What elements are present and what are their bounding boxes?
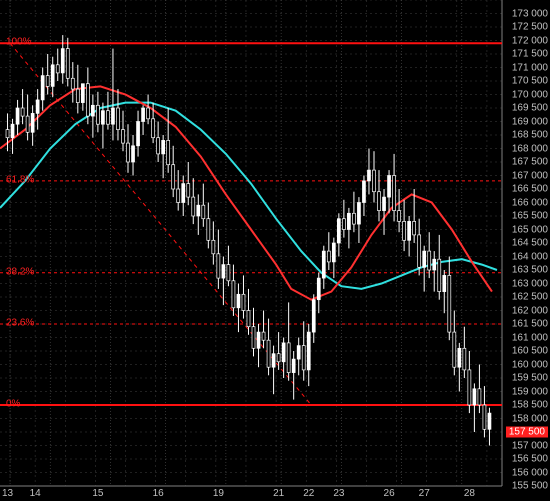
last-price-tag: 157 500 bbox=[506, 427, 548, 438]
y-axis-tick-label: 168 500 bbox=[512, 130, 548, 141]
x-axis-tick-label: 13 bbox=[2, 488, 13, 499]
y-axis-tick-label: 168 000 bbox=[512, 143, 548, 154]
y-axis-tick-label: 163 000 bbox=[512, 278, 548, 289]
fib-level-label: 61.8% bbox=[6, 174, 34, 185]
y-axis-tick-label: 167 500 bbox=[512, 157, 548, 168]
y-axis-tick-label: 156 000 bbox=[512, 467, 548, 478]
y-axis-tick-label: 158 000 bbox=[512, 413, 548, 424]
x-axis-tick-label: 21 bbox=[273, 488, 284, 499]
y-axis-tick-label: 162 000 bbox=[512, 305, 548, 316]
x-axis-tick-label: 22 bbox=[303, 488, 314, 499]
y-axis-tick-label: 165 500 bbox=[512, 211, 548, 222]
chart-canvas bbox=[0, 0, 550, 501]
fib-level-label: 23.6% bbox=[6, 318, 34, 329]
y-axis-tick-label: 157 000 bbox=[512, 440, 548, 451]
x-axis-tick-label: 16 bbox=[153, 488, 164, 499]
y-axis-tick-label: 161 500 bbox=[512, 319, 548, 330]
y-axis-tick-label: 172 500 bbox=[512, 22, 548, 33]
y-axis-tick-label: 173 000 bbox=[512, 8, 548, 19]
y-axis-tick-label: 156 500 bbox=[512, 454, 548, 465]
y-axis-tick-label: 161 000 bbox=[512, 332, 548, 343]
y-axis-tick-label: 160 000 bbox=[512, 359, 548, 370]
x-axis-tick-label: 23 bbox=[333, 488, 344, 499]
x-axis-tick-label: 15 bbox=[92, 488, 103, 499]
y-axis-tick-label: 160 500 bbox=[512, 346, 548, 357]
fib-level-label: 0% bbox=[6, 399, 20, 410]
y-axis-tick-label: 166 500 bbox=[512, 184, 548, 195]
y-axis-tick-label: 155 500 bbox=[512, 481, 548, 492]
y-axis-tick-label: 169 500 bbox=[512, 103, 548, 114]
y-axis-tick-label: 172 000 bbox=[512, 35, 548, 46]
y-axis-tick-label: 162 500 bbox=[512, 292, 548, 303]
y-axis-tick-label: 165 000 bbox=[512, 224, 548, 235]
x-axis-tick-label: 28 bbox=[464, 488, 475, 499]
y-axis-tick-label: 163 500 bbox=[512, 265, 548, 276]
y-axis-tick-label: 170 500 bbox=[512, 76, 548, 87]
fib-level-label: 38.2% bbox=[6, 266, 34, 277]
y-axis-tick-label: 171 500 bbox=[512, 49, 548, 60]
x-axis-tick-label: 19 bbox=[213, 488, 224, 499]
y-axis-tick-label: 164 500 bbox=[512, 238, 548, 249]
y-axis-tick-label: 166 000 bbox=[512, 197, 548, 208]
y-axis-tick-label: 169 000 bbox=[512, 116, 548, 127]
y-axis-tick-label: 158 500 bbox=[512, 400, 548, 411]
y-axis-tick-label: 167 000 bbox=[512, 170, 548, 181]
y-axis-tick-label: 159 000 bbox=[512, 386, 548, 397]
y-axis-tick-label: 164 000 bbox=[512, 251, 548, 262]
fib-level-label: 100% bbox=[6, 37, 32, 48]
candlestick-chart[interactable]: 173 000 172 500 172 000 171 500 171 000 170 5… bbox=[0, 0, 550, 501]
y-axis-tick-label: 159 500 bbox=[512, 373, 548, 384]
y-axis-tick-label: 170 000 bbox=[512, 89, 548, 100]
y-axis-tick-label: 171 000 bbox=[512, 62, 548, 73]
x-axis-tick-label: 27 bbox=[419, 488, 430, 499]
x-axis-tick-label: 26 bbox=[384, 488, 395, 499]
x-axis-tick-label: 14 bbox=[30, 488, 41, 499]
